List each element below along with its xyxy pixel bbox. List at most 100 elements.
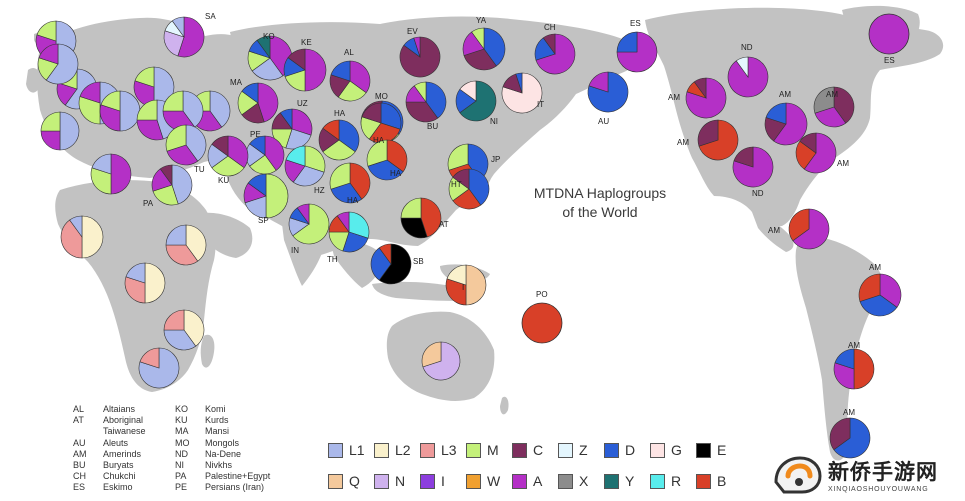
population-pie <box>165 224 207 266</box>
southeast-asia-landmass <box>330 239 384 288</box>
population-pie-th <box>328 211 370 253</box>
legend-item-L2: L2 <box>374 442 420 458</box>
population-pie-ya <box>462 27 506 71</box>
pie-slice-E <box>378 243 412 285</box>
population-label: KE <box>301 38 312 47</box>
pie-slice-L1 <box>45 43 79 85</box>
pie-slice-D <box>370 247 392 281</box>
population-pie <box>37 43 79 85</box>
population-pie-i <box>445 264 487 306</box>
abbr-name: Nivkhs <box>205 460 233 471</box>
population-label: AM <box>768 226 780 235</box>
population-label: AM <box>826 90 838 99</box>
abbr-name: Mongols <box>205 437 240 448</box>
pie-slice-D <box>279 108 293 130</box>
population-pie-ha <box>318 119 360 161</box>
population-pie-ku <box>207 135 249 177</box>
population-pie-it <box>501 72 543 114</box>
pie-slice-D <box>330 60 351 82</box>
pie-slice-B <box>349 162 371 200</box>
pie-slice-L3 <box>60 219 83 259</box>
population-pie-nd <box>727 56 769 98</box>
pie-slice-A <box>136 119 164 141</box>
pie-slice-A <box>227 135 249 169</box>
abbreviation-row: PA Palestine+Egypt <box>175 471 270 482</box>
population-labels: SA KO KE AL MA UZ MO BU EV YA NI IT CH AU ES ND ES PE KU TU… <box>143 12 895 417</box>
pie-slice-L3 <box>124 276 146 304</box>
pie-slice-N <box>163 30 185 57</box>
pie-slice-B <box>386 139 408 173</box>
pie-slice-L2 <box>446 264 467 286</box>
map-title: MTDNA Haplogroups of the World <box>505 184 695 222</box>
legend-item-M: M <box>466 442 512 458</box>
abbr-name: Na-Dene <box>205 448 242 459</box>
abbreviation-row: NI Nivkhs <box>175 460 270 471</box>
legend-item-Y: Y <box>604 473 650 489</box>
pie-slice-M <box>329 162 351 190</box>
pie-slice-A <box>99 104 121 132</box>
legend-label: E <box>717 442 727 458</box>
uk-landmass <box>26 67 41 93</box>
pie-slice-A <box>166 144 199 166</box>
pie-slice-D <box>342 231 369 253</box>
abbr-code: MO <box>175 437 190 448</box>
abbreviation-row: Taiwanese <box>73 426 146 437</box>
central-america-landmass <box>752 212 794 252</box>
pie-slice-L1 <box>91 153 112 175</box>
population-pie-am <box>795 132 837 174</box>
pie-slice-Q <box>421 341 442 368</box>
pie-slice-M <box>40 111 61 132</box>
pie-slice-A <box>40 130 61 151</box>
abbr-name: Persians (Iran) <box>205 482 265 493</box>
legend-label: L3 <box>441 442 457 458</box>
pie-slice-M <box>447 143 469 171</box>
population-label: IN <box>291 246 299 255</box>
legend-swatch <box>650 442 665 458</box>
population-label: SP <box>258 216 269 225</box>
legend-item-Q: Q <box>328 473 374 489</box>
abbreviation-row: AM Amerinds <box>73 449 146 460</box>
population-label: I <box>462 283 464 292</box>
abbr-code: CH <box>73 471 86 482</box>
abbr-code: AL <box>73 404 85 414</box>
pie-slice-D <box>483 27 506 67</box>
pie-slice-L1 <box>69 215 83 238</box>
population-label: HZ <box>314 186 325 195</box>
population-label: JP <box>491 155 500 164</box>
abbr-name: Eskimo <box>103 482 133 493</box>
pie-slice-A <box>38 43 59 65</box>
legend-label: Z <box>579 442 588 458</box>
pie-slice-D <box>241 82 259 104</box>
population-pie-pa <box>151 164 193 206</box>
pie-slice-C <box>829 417 851 451</box>
legend-item-N: N <box>374 473 420 489</box>
population-label: TH <box>327 255 338 264</box>
pie-slice-C <box>693 77 707 99</box>
population-pie-po <box>521 302 563 344</box>
abbr-name: Taiwanese <box>103 426 146 437</box>
pie-slice-A <box>773 102 808 146</box>
pie-slice-D <box>834 348 855 370</box>
abbr-code: BU <box>73 460 86 471</box>
legend-swatch <box>558 442 573 458</box>
legend-row-1: L1 L2 L3 M C Z D G E <box>328 439 768 461</box>
pie-slice-B <box>420 197 442 238</box>
abbreviation-row: KO Komi <box>175 404 270 415</box>
legend-item-I: I <box>420 473 466 489</box>
pie-slice-Y <box>459 80 497 122</box>
watermark-logo-icon <box>774 456 822 494</box>
pie-slice-X <box>813 86 835 114</box>
legend-swatch <box>466 442 481 458</box>
population-pie-ha <box>329 162 371 204</box>
abbreviation-row: AL Altaians <box>73 404 146 415</box>
abbreviation-column-1: AL Altaians AT Aboriginal Taiwanese AU Aleu… <box>73 404 146 494</box>
population-label: MO <box>375 92 388 101</box>
pie-slice-R <box>348 211 370 239</box>
pie-slice-L2 <box>81 215 104 259</box>
abbr-code: KU <box>175 415 188 426</box>
pie-slice-A <box>833 362 855 390</box>
legend-label: M <box>487 442 499 458</box>
pie-slice-L1 <box>59 111 80 151</box>
legend-label: R <box>671 473 682 489</box>
legend-label: L2 <box>395 442 411 458</box>
